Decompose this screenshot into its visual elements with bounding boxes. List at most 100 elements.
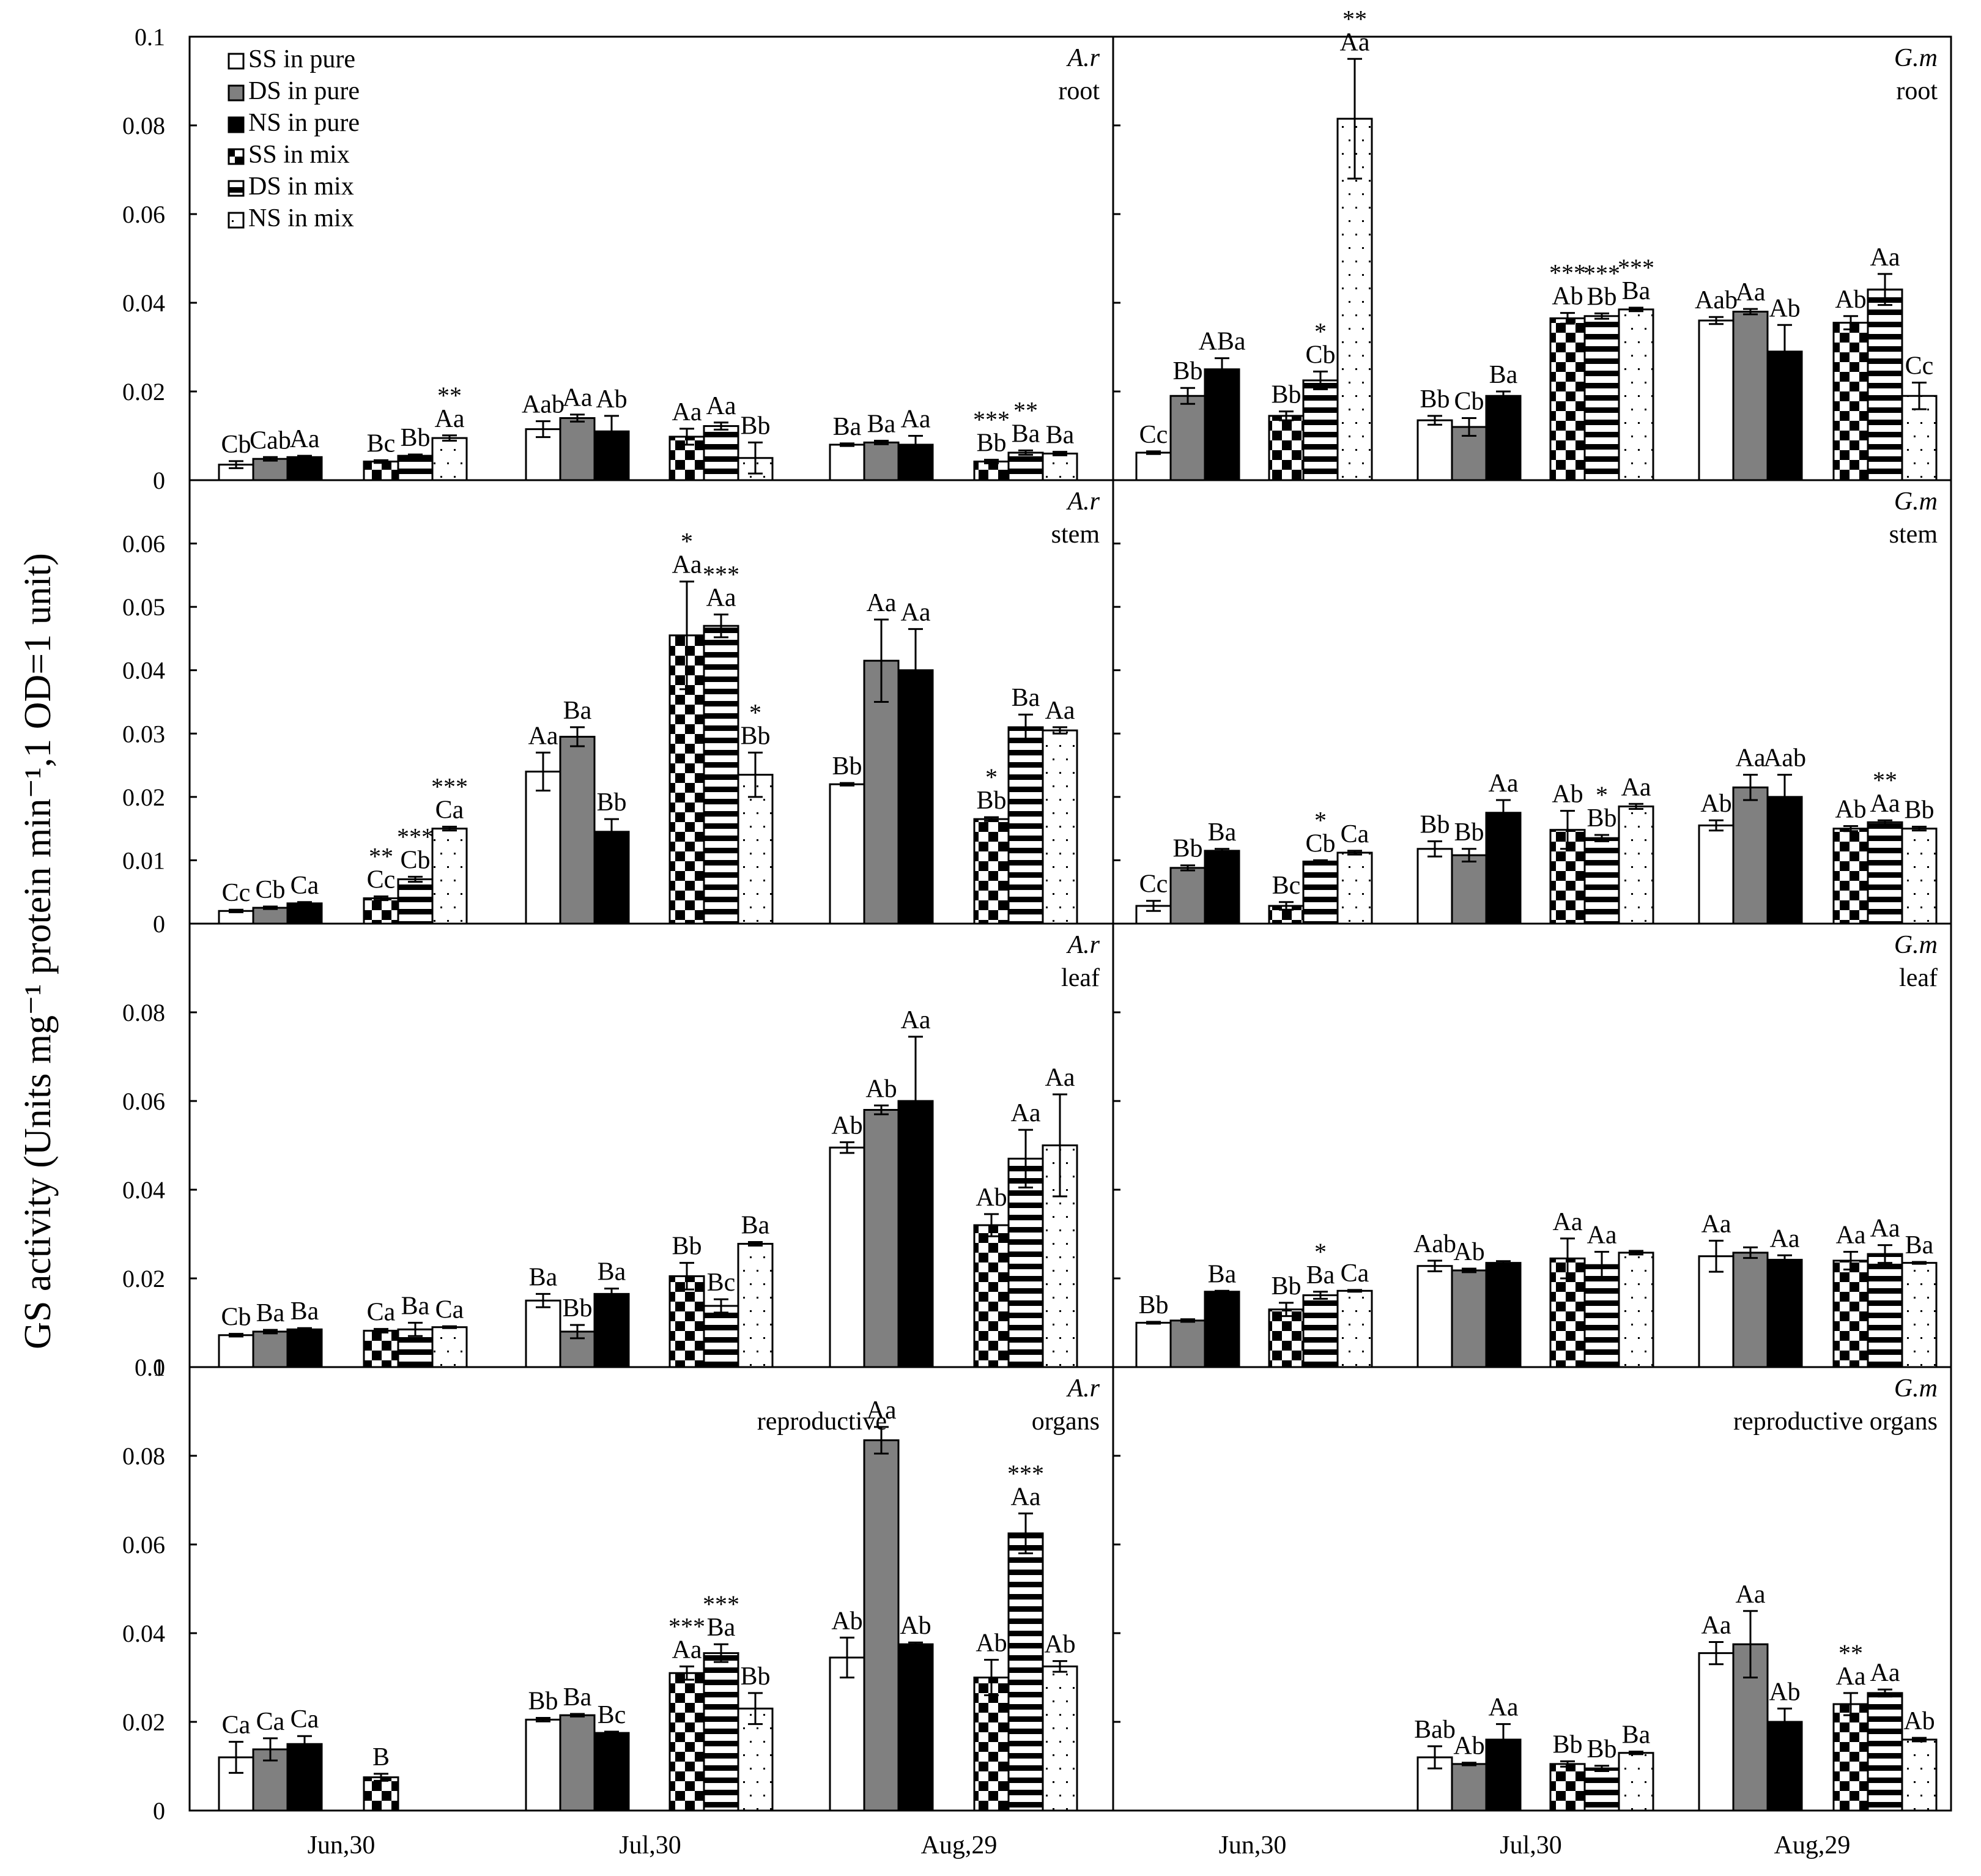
bar [1007, 1532, 1044, 1812]
significance-stars: *** [668, 1612, 705, 1640]
significance-letter: Cb [221, 431, 251, 459]
x-axis-categories-right: Jun,30 Jul,30 Aug,29 [1219, 1831, 1851, 1859]
bar [863, 659, 900, 925]
bar [1698, 319, 1735, 481]
bar [1867, 288, 1903, 481]
y-tick-label: 0.06 [122, 1088, 165, 1115]
significance-letter: Aa [1489, 1694, 1519, 1722]
panel-organ-label: reproductive organs [1733, 1407, 1938, 1436]
bar [559, 417, 596, 481]
panel-species-label: G.m [1894, 1374, 1938, 1403]
y-tick-label: 0.02 [122, 784, 165, 811]
significance-letter: Aa [1553, 1208, 1583, 1236]
bar [1732, 1251, 1769, 1368]
bar [1698, 824, 1735, 925]
bar [1007, 726, 1044, 925]
panel-organ-label-2: reproductive [757, 1407, 887, 1436]
significance-letter: Bb [1587, 804, 1616, 832]
significance-letter: Aa [1870, 1215, 1900, 1243]
bar [1268, 415, 1305, 481]
x-tick-label: Jun,30 [308, 1831, 376, 1859]
significance-letter: Ab [831, 1607, 862, 1635]
bar [1549, 1763, 1586, 1812]
significance-stars: * [1314, 317, 1327, 345]
panel-organ-label: leaf [1061, 964, 1100, 992]
bar [1901, 828, 1938, 925]
significance-letter: Ab [1044, 1631, 1075, 1659]
significance-letter: Cb [400, 846, 430, 874]
bar [1302, 861, 1339, 925]
significance-letter: Ca [222, 1711, 251, 1740]
bar [363, 1330, 399, 1368]
y-axis-label: GS activity (Units mg⁻¹ protein min⁻¹,1 … [17, 553, 59, 1349]
y-tick-label: 0.08 [122, 999, 165, 1026]
bar [1416, 848, 1453, 925]
legend-label: NS in mix [248, 204, 354, 232]
significance-letter: Aab [1413, 1230, 1456, 1258]
panel-species-label: A.r [1066, 931, 1100, 959]
significance-letter: Aa [1045, 1064, 1075, 1092]
significance-letter: Ab [1835, 286, 1866, 314]
x-tick-label: Aug,29 [921, 1831, 998, 1859]
significance-letter: Bb [672, 1233, 702, 1261]
significance-letter: Bb [976, 787, 1006, 815]
bar [1042, 729, 1078, 925]
bar [363, 461, 399, 481]
bar [397, 878, 434, 925]
bar [1618, 308, 1654, 481]
bar [1302, 379, 1339, 481]
significance-letter: Ab [1835, 796, 1866, 824]
bar [1451, 1763, 1487, 1812]
bar [737, 774, 774, 925]
y-tick-label: 0.1 [135, 23, 165, 51]
significance-letter: Ab [1552, 780, 1583, 809]
significance-letter: Cc [1139, 421, 1168, 449]
significance-letter: Ba [867, 410, 896, 438]
significance-letter: Aa [528, 722, 558, 750]
significance-stars: ** [437, 382, 462, 409]
significance-letter: Cc [222, 879, 251, 907]
significance-letter: Aa [1736, 1581, 1766, 1609]
significance-letter: Bc [1272, 872, 1301, 900]
significance-letter: Ba [1208, 1260, 1237, 1288]
significance-stars: ** [369, 842, 393, 870]
significance-letter: Ba [1905, 1231, 1934, 1259]
significance-letter: Aa [1489, 769, 1519, 798]
bar [1867, 1253, 1903, 1368]
bar [593, 831, 630, 925]
legend-swatch [228, 116, 245, 133]
significance-letter: Aa [1770, 1225, 1800, 1253]
significance-stars: *** [397, 823, 434, 850]
y-tick-label: 0.04 [122, 1176, 165, 1204]
panel-species-label: G.m [1894, 488, 1938, 516]
bar [593, 1292, 630, 1368]
bar [1416, 1265, 1453, 1368]
bar [1336, 851, 1373, 925]
bar [559, 1714, 596, 1812]
significance-letter: Ba [1489, 361, 1518, 389]
significance-stars: *** [973, 406, 1010, 434]
significance-letter: Bb [1552, 1731, 1582, 1759]
bar [1901, 1262, 1938, 1368]
panel-organ-label: leaf [1899, 964, 1938, 992]
bar [286, 456, 323, 481]
significance-letter: Ca [291, 1705, 319, 1733]
panel-organ-label: organs [1032, 1407, 1100, 1436]
significance-letter: Bc [367, 429, 396, 458]
y-tick-label: 0.02 [122, 378, 165, 406]
significance-letter: Ba [1012, 420, 1040, 448]
significance-letter: Ab [1453, 1238, 1484, 1266]
significance-letter: Bc [598, 1701, 626, 1729]
y-tick-label: 0.06 [122, 1531, 165, 1559]
bar [703, 1652, 739, 1812]
panel-organ-label: stem [1051, 521, 1100, 549]
significance-stars: * [1596, 781, 1608, 809]
legend-label: SS in pure [248, 45, 355, 73]
significance-letter: Aa [1011, 1483, 1041, 1511]
significance-letter: Ba [291, 1297, 319, 1325]
